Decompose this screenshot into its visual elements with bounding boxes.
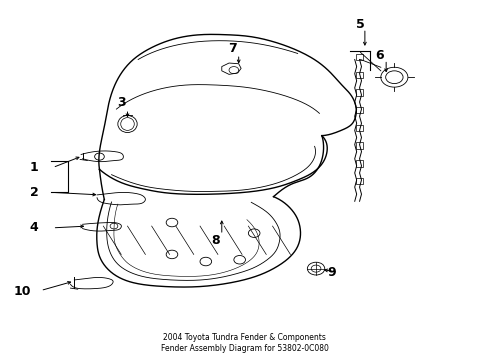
Text: 8: 8 [211, 234, 220, 247]
Text: 5: 5 [355, 18, 364, 31]
Text: 2: 2 [30, 186, 39, 199]
Bar [355, 107, 362, 113]
Text: 4: 4 [30, 221, 39, 234]
Text: 6: 6 [375, 49, 384, 62]
Text: 3: 3 [117, 95, 125, 108]
Bar [355, 178, 362, 184]
Bar [355, 160, 362, 167]
Bar [355, 54, 362, 60]
Bar [355, 89, 362, 96]
Bar [355, 72, 362, 78]
Text: 9: 9 [326, 266, 335, 279]
Bar [355, 125, 362, 131]
Text: 7: 7 [227, 42, 236, 55]
Text: 10: 10 [13, 285, 31, 298]
Text: 2004 Toyota Tundra Fender & Components: 2004 Toyota Tundra Fender & Components [163, 333, 325, 342]
Text: 1: 1 [30, 161, 39, 174]
Bar [355, 143, 362, 149]
Text: Fender Assembly Diagram for 53802-0C080: Fender Assembly Diagram for 53802-0C080 [160, 344, 328, 353]
